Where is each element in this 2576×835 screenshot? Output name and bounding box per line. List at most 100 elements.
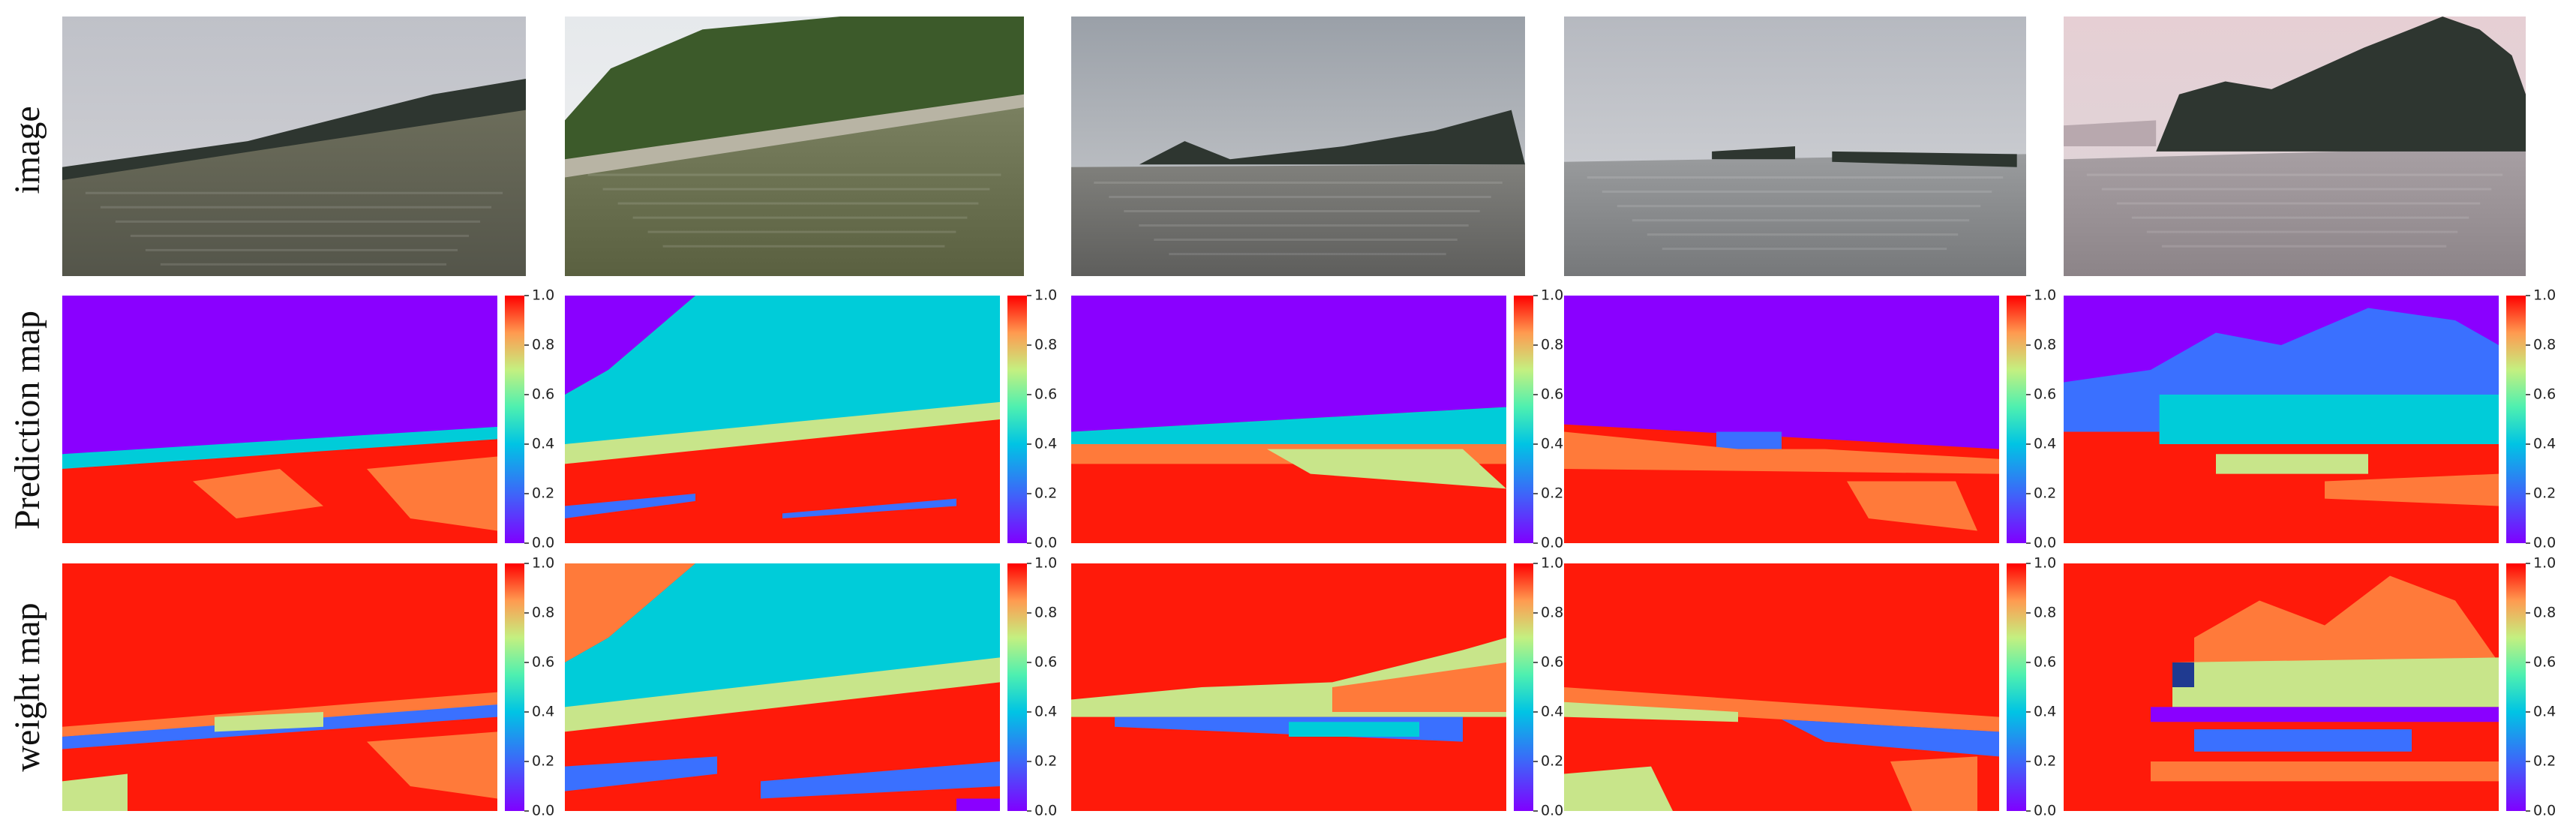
region bbox=[956, 798, 1000, 811]
colorbar bbox=[1007, 563, 1027, 811]
colorbar-tick-label: 1.0 bbox=[2533, 287, 2556, 304]
region bbox=[2194, 729, 2412, 752]
region bbox=[2325, 473, 2499, 506]
region bbox=[2172, 662, 2194, 687]
colorbar-tick-label: 0.6 bbox=[2533, 386, 2556, 403]
colorbar-tick-label: 0.0 bbox=[1034, 535, 1057, 551]
colorbar-tick-label: 0.2 bbox=[532, 753, 554, 770]
region bbox=[62, 94, 526, 276]
region bbox=[2159, 395, 2499, 444]
colorbar-tick-label: 0.8 bbox=[1034, 605, 1057, 621]
colorbar-tick-label: 0.2 bbox=[1034, 485, 1057, 502]
region bbox=[62, 79, 526, 180]
region bbox=[1139, 110, 1525, 165]
colorbar-tick-label: 0.4 bbox=[1541, 436, 1563, 452]
colorbar-tick-label: 1.0 bbox=[532, 287, 554, 304]
colorbar-tick-label: 0.8 bbox=[2034, 337, 2056, 353]
colorbar-tick-label: 0.0 bbox=[1034, 803, 1057, 819]
region bbox=[215, 712, 323, 732]
colorbar bbox=[1007, 296, 1027, 543]
colorbar-tick-label: 0.8 bbox=[532, 605, 554, 621]
region bbox=[62, 426, 497, 469]
region bbox=[2064, 120, 2157, 146]
column: 0.0 0.2 0.4 0.6 0.8 1.0 0.0 0.2 0.4 0.6 0.8 1.0 bbox=[565, 17, 1057, 819]
region bbox=[1847, 481, 1977, 531]
colorbar-tick-label: 1.0 bbox=[1034, 287, 1057, 304]
colorbar-tick-label: 0.6 bbox=[532, 654, 554, 671]
colorbar-tick-label: 0.8 bbox=[1541, 605, 1563, 621]
colorbar-tick-label: 0.4 bbox=[2533, 436, 2556, 452]
colorbar-tick-label: 0.2 bbox=[1541, 485, 1563, 502]
panels: 0.0 0.2 0.4 0.6 0.8 1.0 0.0 0.2 0.4 0.6 0.8 1.0 0.0 0… bbox=[62, 17, 2556, 819]
colorbar-tick-label: 1.0 bbox=[1541, 555, 1563, 572]
colorbar bbox=[2506, 563, 2526, 811]
colorbar-tick-label: 0.0 bbox=[1541, 535, 1563, 551]
region bbox=[1564, 701, 1738, 722]
region bbox=[565, 494, 695, 518]
colorbar-tick-label: 0.0 bbox=[532, 803, 554, 819]
colorbar-tick-label: 1.0 bbox=[2533, 555, 2556, 572]
colorbar bbox=[2007, 563, 2026, 811]
region bbox=[565, 296, 1000, 449]
region bbox=[2151, 707, 2499, 722]
region bbox=[2064, 146, 2526, 276]
colorbar-tick-label: 0.4 bbox=[532, 704, 554, 720]
colorbar-tick-label: 0.0 bbox=[2533, 803, 2556, 819]
colorbar-tick-label: 1.0 bbox=[1541, 287, 1563, 304]
region bbox=[1289, 722, 1419, 737]
region bbox=[565, 563, 695, 662]
row-label: Prediction map bbox=[8, 311, 47, 530]
region bbox=[1564, 687, 1999, 732]
colorbar-tick-label: 0.0 bbox=[2034, 535, 2056, 551]
colorbar-tick-label: 0.6 bbox=[1541, 386, 1563, 403]
colorbar-tick-label: 0.2 bbox=[2034, 485, 2056, 502]
colorbar bbox=[1514, 296, 1533, 543]
region bbox=[2194, 575, 2499, 675]
region bbox=[1071, 296, 1506, 432]
region bbox=[1564, 296, 1999, 449]
colorbar-tick-label: 0.0 bbox=[1541, 803, 1563, 819]
colorbar-tick-label: 0.4 bbox=[1541, 704, 1563, 720]
colorbar-tick-label: 0.8 bbox=[2533, 337, 2556, 353]
colorbar-tick-label: 0.2 bbox=[2533, 485, 2556, 502]
colorbar bbox=[2506, 296, 2526, 543]
colorbar-tick-label: 0.4 bbox=[1034, 704, 1057, 720]
region bbox=[367, 456, 497, 531]
colorbar-tick-label: 0.4 bbox=[532, 436, 554, 452]
colorbar-tick-label: 0.2 bbox=[2533, 753, 2556, 770]
colorbar-tick-label: 0.8 bbox=[1034, 337, 1057, 353]
colorbar-tick-label: 0.6 bbox=[1034, 654, 1057, 671]
colorbar-tick-label: 0.8 bbox=[532, 337, 554, 353]
region bbox=[565, 296, 695, 395]
colorbar-tick-label: 0.8 bbox=[2533, 605, 2556, 621]
region bbox=[1890, 756, 1977, 811]
region bbox=[1712, 146, 1795, 160]
colorbar-tick-label: 0.6 bbox=[2533, 654, 2556, 671]
colorbar-tick-label: 0.6 bbox=[2034, 386, 2056, 403]
row-label: image bbox=[8, 106, 47, 194]
colorbar bbox=[2007, 296, 2026, 543]
colorbar-tick-label: 0.8 bbox=[1541, 337, 1563, 353]
colorbar-tick-label: 0.4 bbox=[2533, 704, 2556, 720]
region bbox=[1564, 431, 1999, 474]
region bbox=[2151, 761, 2499, 782]
colorbar-tick-label: 0.0 bbox=[532, 535, 554, 551]
colorbar-tick-label: 0.2 bbox=[2034, 753, 2056, 770]
region bbox=[1564, 154, 2026, 276]
region bbox=[1832, 151, 2017, 167]
region bbox=[2216, 454, 2368, 474]
row-label: weight map bbox=[8, 602, 47, 771]
region bbox=[565, 657, 1000, 732]
region bbox=[367, 731, 497, 799]
region bbox=[1071, 407, 1506, 444]
region bbox=[761, 761, 1000, 799]
colorbar-tick-label: 0.6 bbox=[1034, 386, 1057, 403]
colorbar-tick-label: 0.8 bbox=[2034, 605, 2056, 621]
region bbox=[1332, 662, 1506, 712]
colorbar-tick-label: 0.4 bbox=[1034, 436, 1057, 452]
column: 0.0 0.2 0.4 0.6 0.8 1.0 0.0 0.2 0.4 0.6 0.8 1.0 bbox=[1071, 17, 1563, 819]
column: 0.0 0.2 0.4 0.6 0.8 1.0 0.0 0.2 0.4 0.6 0.8 1.0 bbox=[2064, 17, 2556, 819]
column: 0.0 0.2 0.4 0.6 0.8 1.0 0.0 0.2 0.4 0.6 0.8 1.0 bbox=[1564, 17, 2056, 819]
colorbar-tick-label: 1.0 bbox=[1034, 555, 1057, 572]
